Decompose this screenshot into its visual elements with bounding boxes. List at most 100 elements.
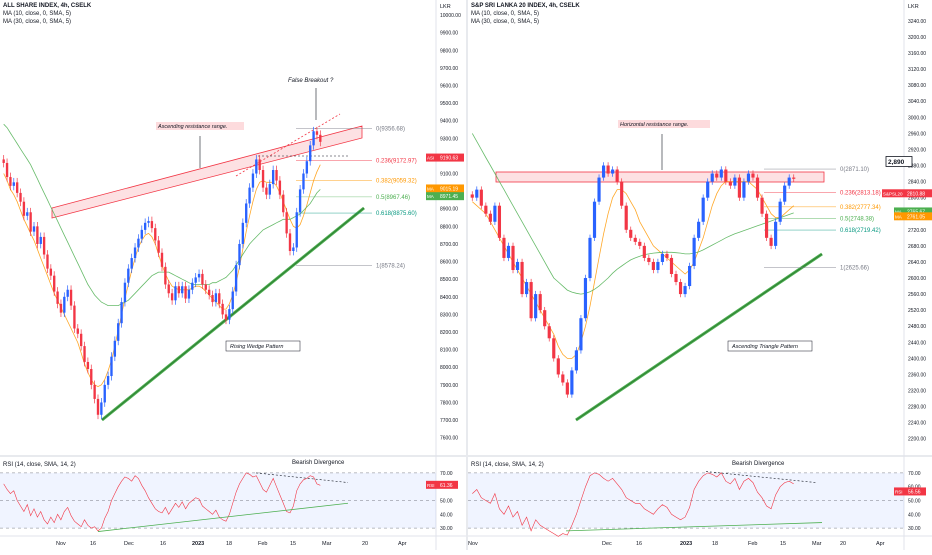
left-time-tick: 16 (90, 541, 96, 547)
right-candle (538, 294, 542, 311)
right-candle (470, 194, 474, 198)
left-price-tick: 9900.00 (440, 31, 458, 37)
left-candle (241, 222, 245, 244)
left-tag-name-bg (426, 184, 438, 193)
left-rsi-header: RSI (14, close, SMA, 14, 2) (3, 462, 76, 468)
left-candle (123, 282, 127, 303)
left-candle (228, 309, 231, 320)
left-candle (194, 277, 197, 283)
left-candle (63, 296, 66, 313)
left-candle (174, 286, 177, 301)
left-time-tick: Dec (124, 541, 134, 547)
right-tag-name: MA (895, 214, 902, 219)
right-candle (592, 201, 597, 238)
left-price-tick: 8000.00 (440, 365, 458, 371)
left-candle (231, 291, 234, 310)
left-candle (42, 236, 46, 255)
left-candle (39, 236, 42, 244)
right-candle (574, 350, 578, 371)
left-wedge-box (225, 340, 301, 352)
left-chart-title: ALL SHARE INDEX, 4h, CSELK (3, 3, 92, 9)
right-price-axis: LKR 3240.00 3200.00 3160.00 3120.00 3080.00 30… (908, 4, 926, 443)
right-time-axis: Nov Dec 16 2023 18 Feb 15 Mar 20 Apr (468, 541, 885, 547)
right-resistance-label: Horizontal resistance range. (620, 122, 688, 128)
left-candle (59, 303, 63, 313)
left-rsi-tick: 50.00 (440, 499, 453, 505)
left-candle (76, 328, 79, 334)
left-candle (255, 159, 258, 174)
left-rsi-tag-bg (438, 480, 458, 489)
right-candle (611, 169, 615, 174)
left-price-tick: 9600.00 (440, 83, 458, 89)
right-candle (484, 205, 488, 214)
right-candle (488, 213, 492, 222)
left-fib-label: 0(9356.68) (376, 126, 405, 132)
right-tag-value: 2761.05 (907, 214, 925, 220)
right-rsi-support (565, 522, 823, 532)
left-ma10-legend: MA (10, close, 0, SMA, 5) (3, 11, 72, 17)
left-price-tick: 8100.00 (440, 348, 458, 354)
left-candle (221, 303, 224, 315)
left-tag-value-bg (438, 153, 464, 162)
right-candle (493, 205, 497, 222)
right-rsi-tick: 30.00 (908, 526, 921, 532)
right-price-tick: 3040.00 (908, 99, 926, 105)
left-candle (110, 356, 113, 377)
left-rsi-tick: 70.00 (440, 471, 453, 477)
right-tag-name: S&PSL20 (883, 191, 903, 196)
right-time-tick: 16 (636, 541, 642, 547)
right-resistance-label-bg (618, 120, 710, 128)
right-candle (642, 245, 646, 258)
left-candle (214, 293, 218, 303)
right-candle (506, 245, 511, 258)
right-time-tick: 18 (712, 541, 718, 547)
right-price-tick: 2720.00 (908, 228, 926, 234)
left-price-tick: 9500.00 (440, 101, 458, 107)
left-price-tick: 9300.00 (440, 136, 458, 142)
left-candle (224, 314, 228, 320)
left-candle (298, 189, 302, 213)
left-candle (207, 289, 211, 296)
left-fib-label: 0.618(8875.60) (376, 211, 417, 217)
left-candle (117, 323, 120, 341)
left-candle (100, 402, 103, 415)
left-time-tick: 15 (290, 541, 296, 547)
right-time-tick: Dec (602, 541, 612, 547)
right-candle (511, 245, 515, 270)
left-candle (140, 229, 143, 239)
left-fib-label: 1(8578.24) (376, 263, 405, 269)
right-candle (620, 181, 624, 206)
right-candle (629, 229, 633, 238)
right-candle (706, 181, 710, 198)
left-candle (15, 182, 19, 193)
right-tag-name-bg (894, 212, 906, 221)
right-triangle-box (727, 340, 813, 352)
right-candle (515, 261, 520, 270)
left-time-tick: Feb (258, 541, 267, 547)
right-candle (701, 197, 705, 222)
right-rsi-tag-name: RSI (895, 489, 903, 494)
right-candle (479, 189, 483, 206)
right-candle (751, 173, 755, 178)
left-candle (93, 384, 96, 399)
left-price-tick: 8700.00 (440, 242, 458, 248)
right-time-tick: Nov (468, 541, 478, 547)
left-resistance-label-bg (156, 122, 244, 130)
left-candle (12, 182, 15, 186)
left-chart-header: ALL SHARE INDEX, 4h, CSELK MA (10, close… (3, 2, 91, 26)
right-candle (547, 326, 551, 339)
left-candle (9, 177, 12, 186)
left-candle (66, 289, 69, 297)
right-rsi-tick: 70.00 (908, 471, 921, 477)
right-price-tick: 2560.00 (908, 292, 926, 298)
left-candle (258, 159, 261, 171)
right-candle (733, 177, 737, 186)
left-candle (133, 247, 137, 259)
right-candle (697, 221, 701, 238)
left-price-tick: 7900.00 (440, 383, 458, 389)
left-rsi-divergence (255, 472, 349, 483)
left-candle (211, 295, 214, 303)
right-rsi-tick: 40.00 (908, 512, 921, 518)
left-candle (5, 162, 9, 178)
